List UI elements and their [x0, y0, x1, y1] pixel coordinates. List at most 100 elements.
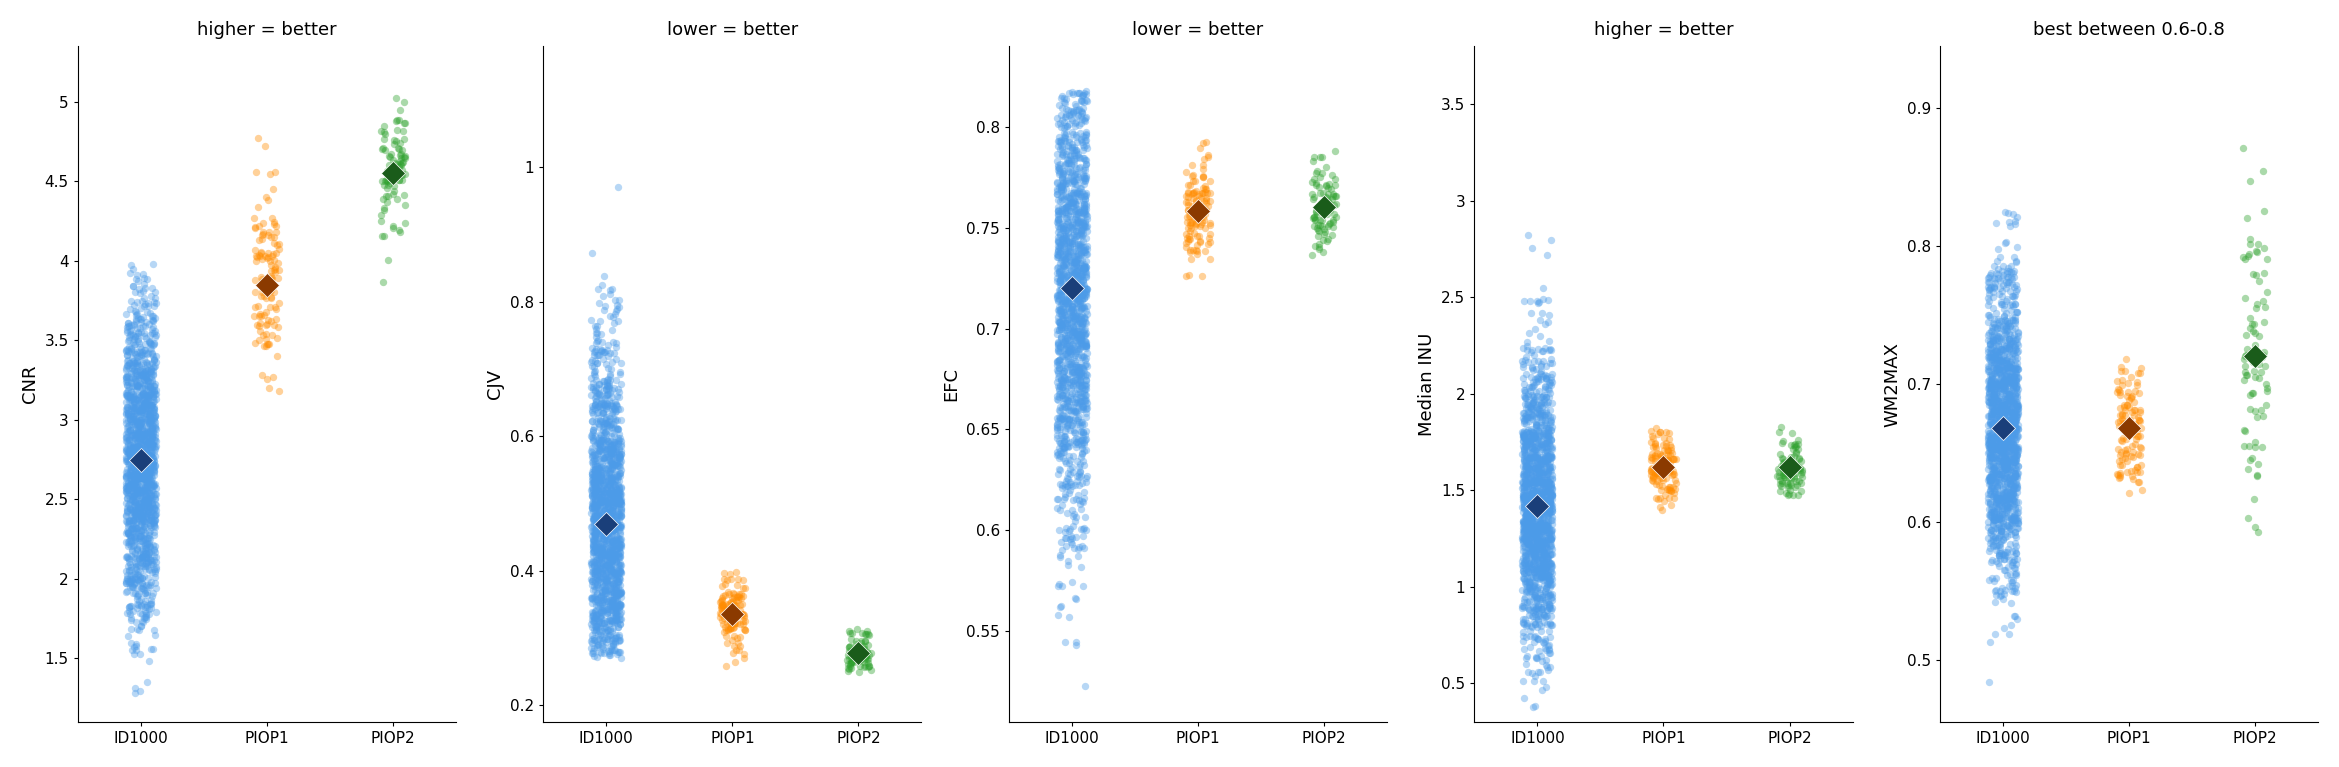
Point — [1053, 365, 1090, 377]
Point — [716, 594, 753, 606]
Point — [599, 604, 636, 617]
Point — [725, 614, 763, 627]
Point — [1969, 676, 2007, 688]
Point — [704, 598, 741, 611]
Point — [1041, 421, 1078, 433]
Point — [115, 459, 152, 471]
Point — [1761, 485, 1799, 497]
Point — [1518, 463, 1555, 475]
Point — [1057, 258, 1095, 271]
Point — [1993, 452, 2030, 464]
Point — [1520, 573, 1558, 585]
Point — [837, 653, 875, 666]
Point — [115, 468, 152, 480]
Point — [1067, 139, 1104, 151]
Point — [248, 252, 285, 264]
Point — [129, 484, 166, 496]
Point — [253, 284, 290, 296]
Point — [589, 618, 627, 630]
Point — [1064, 317, 1102, 329]
Point — [1055, 169, 1092, 181]
Point — [1990, 502, 2028, 514]
Point — [1525, 609, 1562, 621]
Point — [1998, 423, 2035, 435]
Point — [1988, 324, 2026, 337]
Point — [601, 565, 639, 577]
Point — [589, 549, 627, 561]
Point — [578, 544, 615, 556]
Point — [2105, 399, 2143, 411]
Point — [1633, 454, 1670, 466]
Point — [1532, 610, 1569, 622]
Point — [592, 466, 629, 478]
Point — [1041, 423, 1078, 436]
Point — [1172, 219, 1209, 231]
Point — [1506, 502, 1544, 514]
Point — [601, 586, 639, 598]
Point — [1504, 455, 1541, 467]
Point — [1998, 298, 2035, 310]
Point — [1525, 517, 1562, 529]
Point — [1046, 305, 1083, 318]
Point — [108, 585, 145, 597]
Point — [594, 499, 632, 512]
Point — [124, 346, 161, 358]
Point — [1513, 530, 1551, 542]
Point — [1972, 455, 2009, 467]
Point — [1633, 451, 1670, 463]
Point — [1062, 334, 1099, 346]
Point — [1766, 470, 1803, 482]
Point — [1972, 524, 2009, 536]
Point — [1998, 449, 2035, 461]
Point — [1527, 411, 1565, 423]
Point — [112, 473, 150, 486]
Point — [1986, 512, 2023, 524]
Point — [1041, 163, 1078, 176]
Point — [1532, 557, 1569, 569]
Point — [1041, 222, 1078, 234]
Point — [1043, 239, 1081, 252]
Point — [117, 543, 154, 555]
Point — [596, 473, 634, 486]
Point — [1513, 558, 1551, 571]
Point — [1060, 328, 1097, 340]
Point — [578, 522, 615, 534]
Point — [1637, 450, 1675, 463]
Point — [1976, 515, 2014, 527]
Point — [575, 535, 613, 547]
Point — [1067, 289, 1104, 301]
Point — [112, 489, 150, 502]
Point — [1976, 430, 2014, 443]
Point — [1062, 390, 1099, 403]
Point — [108, 569, 145, 581]
Point — [1530, 639, 1567, 651]
Point — [1998, 403, 2035, 415]
Point — [1972, 433, 2009, 445]
Point — [115, 404, 152, 416]
Point — [585, 452, 622, 464]
Point — [1050, 154, 1088, 166]
Point — [578, 535, 615, 547]
Point — [1067, 425, 1104, 437]
Point — [1995, 442, 2033, 454]
Point — [1513, 389, 1551, 401]
Point — [1310, 182, 1347, 194]
Point — [1995, 554, 2033, 566]
Point — [1990, 486, 2028, 499]
Point — [1995, 495, 2033, 507]
Point — [1060, 208, 1097, 220]
Point — [1069, 347, 1106, 359]
Point — [1060, 261, 1097, 273]
Point — [1974, 335, 2012, 347]
Point — [1513, 484, 1551, 496]
Point — [1525, 537, 1562, 549]
Point — [1525, 457, 1562, 469]
Point — [1988, 272, 2026, 284]
Point — [601, 413, 639, 426]
Point — [1981, 433, 2019, 445]
Point — [1186, 153, 1223, 166]
Point — [1046, 311, 1083, 324]
Point — [1530, 544, 1567, 556]
Point — [1050, 292, 1088, 304]
Point — [833, 655, 870, 667]
